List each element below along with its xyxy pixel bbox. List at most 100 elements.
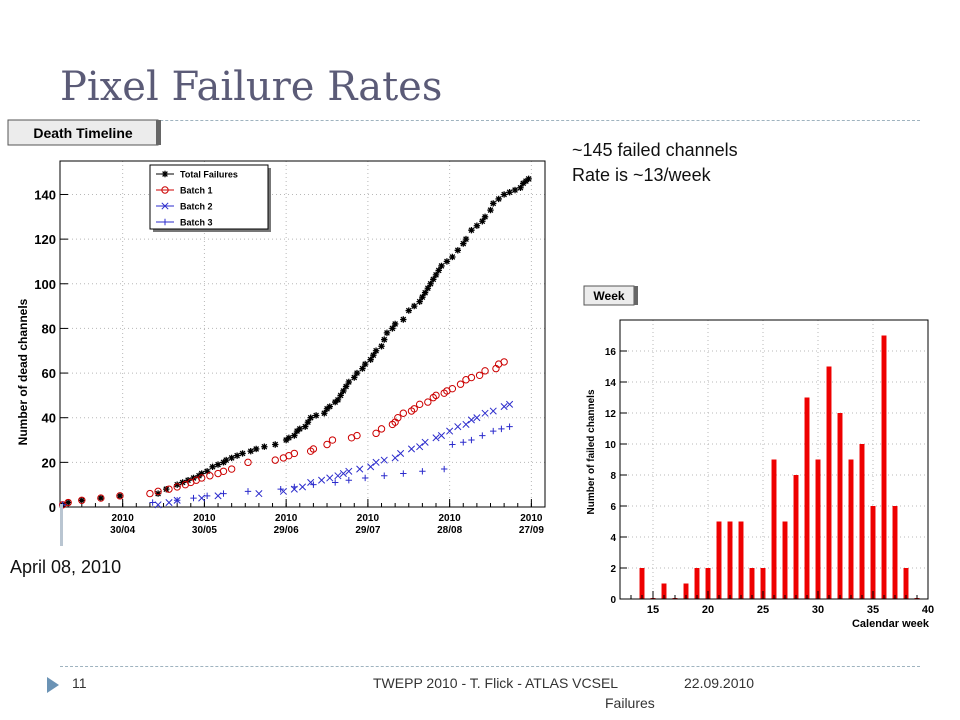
data-point xyxy=(419,468,426,475)
data-point xyxy=(359,365,366,372)
y-tick-label: 20 xyxy=(42,455,56,470)
data-point xyxy=(419,293,426,301)
data-point xyxy=(380,456,388,464)
data-point xyxy=(173,483,181,491)
data-point xyxy=(331,479,339,486)
bar xyxy=(661,583,667,599)
data-point xyxy=(415,400,424,409)
data-point xyxy=(394,414,402,422)
x-axis: 201030/04201030/05201029/06201029/072010… xyxy=(67,499,544,536)
data-point xyxy=(356,465,364,473)
data-point xyxy=(498,425,505,433)
data-point xyxy=(400,316,407,323)
data-point xyxy=(481,367,489,375)
data-point xyxy=(467,373,476,382)
data-point xyxy=(495,195,502,203)
data-point xyxy=(290,449,299,458)
data-point xyxy=(244,458,252,467)
data-point xyxy=(416,443,424,451)
data-point xyxy=(437,432,446,440)
data-point xyxy=(272,441,279,448)
data-point xyxy=(367,463,375,471)
data-point xyxy=(342,383,350,390)
data-point xyxy=(500,358,508,366)
data-point xyxy=(345,378,353,386)
data-point xyxy=(165,498,173,507)
footer-line-1: TWEPP 2010 - T. Flick - ATLAS VCSEL xyxy=(373,675,619,691)
y-tick-label: 40 xyxy=(42,411,56,426)
data-point xyxy=(304,418,312,426)
bar xyxy=(793,475,799,599)
data-point xyxy=(298,483,307,491)
data-point xyxy=(312,412,320,419)
data-point xyxy=(462,235,470,243)
data-point xyxy=(326,474,334,482)
data-point xyxy=(78,496,86,505)
data-point xyxy=(326,403,333,410)
data-point xyxy=(291,483,298,491)
data-point xyxy=(291,432,298,439)
x-tick-label: 20 xyxy=(702,604,714,616)
data-point xyxy=(440,465,448,473)
data-point xyxy=(424,398,432,406)
data-point xyxy=(340,387,347,395)
data-point xyxy=(389,325,396,332)
x-tick-label: 30 xyxy=(812,604,824,616)
data-point xyxy=(323,405,331,412)
data-point xyxy=(479,432,486,439)
series-2 xyxy=(59,358,508,509)
data-point xyxy=(481,213,489,221)
data-point xyxy=(190,494,197,502)
x-tick-label-year: 2010 xyxy=(520,513,543,524)
bar xyxy=(837,413,843,599)
bar xyxy=(749,568,755,599)
data-point xyxy=(446,427,454,435)
x-tick-label-date: 27/09 xyxy=(519,525,544,536)
bar xyxy=(694,568,700,599)
data-point xyxy=(372,347,380,354)
data-point xyxy=(233,452,241,459)
data-point xyxy=(378,343,385,350)
data-point xyxy=(430,276,437,283)
x-tick-label-year: 2010 xyxy=(357,513,380,524)
data-point xyxy=(345,477,353,484)
bar xyxy=(727,521,733,599)
x-tick-label-year: 2010 xyxy=(193,513,216,524)
data-point xyxy=(307,414,314,421)
data-point xyxy=(407,445,416,453)
data-point xyxy=(460,240,467,247)
grid xyxy=(60,161,545,508)
data-point xyxy=(421,438,429,446)
data-points xyxy=(59,175,532,509)
legend-label: Total Failures xyxy=(180,170,238,180)
start-marker xyxy=(60,504,63,546)
data-point xyxy=(473,414,481,422)
data-point xyxy=(370,352,377,359)
y-tick-label: 16 xyxy=(605,347,617,358)
data-point xyxy=(462,420,470,428)
data-point xyxy=(391,454,399,462)
legend-label: Batch 2 xyxy=(180,202,213,212)
bar xyxy=(815,459,821,599)
data-point xyxy=(467,416,475,424)
data-point xyxy=(506,423,513,430)
x-axis-label: Calendar week xyxy=(852,618,930,630)
data-point xyxy=(410,405,418,413)
slide-number: 11 xyxy=(72,675,87,691)
bar xyxy=(705,568,711,599)
x-tick-label-year: 2010 xyxy=(439,513,462,524)
data-point xyxy=(293,427,301,435)
bar xyxy=(738,521,744,599)
y-tick-label: 12 xyxy=(605,409,617,420)
data-point xyxy=(198,494,206,502)
data-point xyxy=(468,436,475,444)
data-point xyxy=(475,371,484,379)
y-axis-label: Number of failed channels xyxy=(586,389,597,514)
data-point xyxy=(361,360,369,368)
data-point xyxy=(334,472,342,480)
data-point xyxy=(460,439,467,446)
data-point xyxy=(219,467,228,475)
failed-channels-text: ~145 failed channels xyxy=(572,140,738,160)
data-point xyxy=(381,472,388,479)
legend-marker xyxy=(161,202,169,210)
